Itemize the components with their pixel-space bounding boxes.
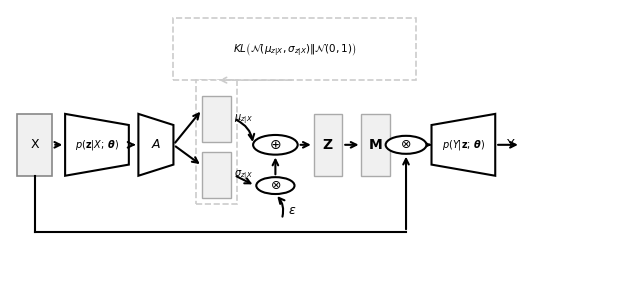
Text: $p(Y|\mathbf{z};\, \boldsymbol{\theta})$: $p(Y|\mathbf{z};\, \boldsymbol{\theta})$ bbox=[442, 138, 485, 152]
Circle shape bbox=[256, 177, 294, 194]
Text: $\mu_{z|X}$: $\mu_{z|X}$ bbox=[234, 112, 253, 126]
Text: $p(\mathbf{z}|X;\, \boldsymbol{\theta})$: $p(\mathbf{z}|X;\, \boldsymbol{\theta})$ bbox=[75, 138, 119, 152]
FancyBboxPatch shape bbox=[202, 96, 231, 142]
Text: $A$: $A$ bbox=[151, 138, 161, 151]
Polygon shape bbox=[138, 114, 173, 176]
Text: $\sigma_{z|X}$: $\sigma_{z|X}$ bbox=[234, 168, 253, 182]
Circle shape bbox=[253, 135, 298, 155]
Polygon shape bbox=[431, 114, 495, 176]
Text: $KL\left(\mathcal{N}(\mu_{z|X}, \sigma_{z|X}) \| \mathcal{N}(0,1)\right)$: $KL\left(\mathcal{N}(\mu_{z|X}, \sigma_{… bbox=[233, 41, 356, 58]
FancyBboxPatch shape bbox=[362, 114, 390, 176]
Text: $\oplus$: $\oplus$ bbox=[269, 138, 282, 152]
Text: $\epsilon$: $\epsilon$ bbox=[288, 204, 296, 217]
Text: $\mathbf{M}$: $\mathbf{M}$ bbox=[369, 138, 383, 152]
FancyBboxPatch shape bbox=[314, 114, 342, 176]
FancyBboxPatch shape bbox=[17, 114, 52, 176]
Text: Y: Y bbox=[508, 138, 515, 151]
Text: $\otimes$: $\otimes$ bbox=[269, 179, 281, 192]
Text: X: X bbox=[31, 138, 39, 151]
Polygon shape bbox=[65, 114, 129, 176]
Text: $\otimes$: $\otimes$ bbox=[401, 138, 412, 151]
FancyBboxPatch shape bbox=[196, 80, 237, 204]
Circle shape bbox=[386, 136, 426, 154]
FancyBboxPatch shape bbox=[173, 18, 415, 80]
FancyBboxPatch shape bbox=[202, 152, 231, 198]
Text: $\mathbf{Z}$: $\mathbf{Z}$ bbox=[322, 138, 333, 152]
